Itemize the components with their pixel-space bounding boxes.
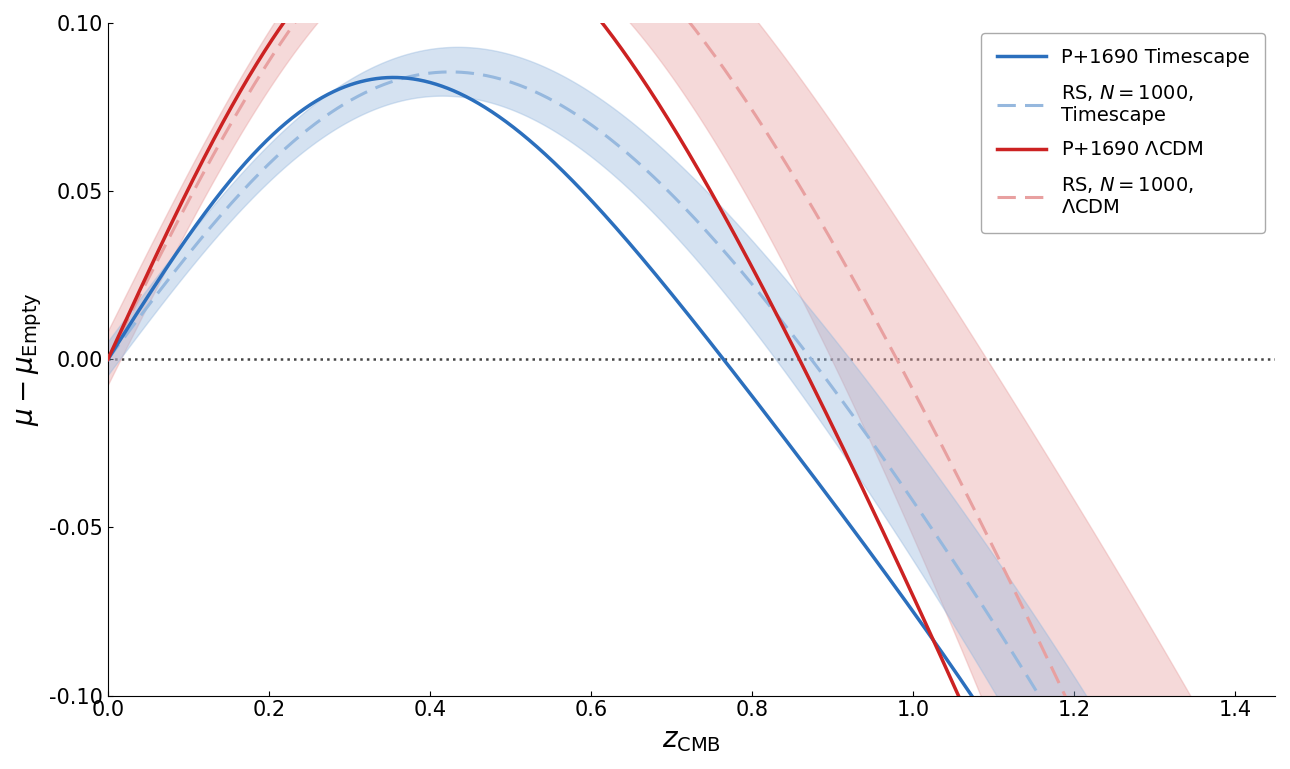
Legend: P+1690 Timescape, RS, $N = 1000$,
Timescape, P+1690 $\Lambda$CDM, RS, $N = 1000$: P+1690 Timescape, RS, $N = 1000$, Timesc… [982, 33, 1265, 232]
Y-axis label: $\mu - \mu_{\mathrm{Empty}}$: $\mu - \mu_{\mathrm{Empty}}$ [15, 292, 44, 426]
X-axis label: $z_{\mathrm{CMB}}$: $z_{\mathrm{CMB}}$ [662, 726, 721, 754]
